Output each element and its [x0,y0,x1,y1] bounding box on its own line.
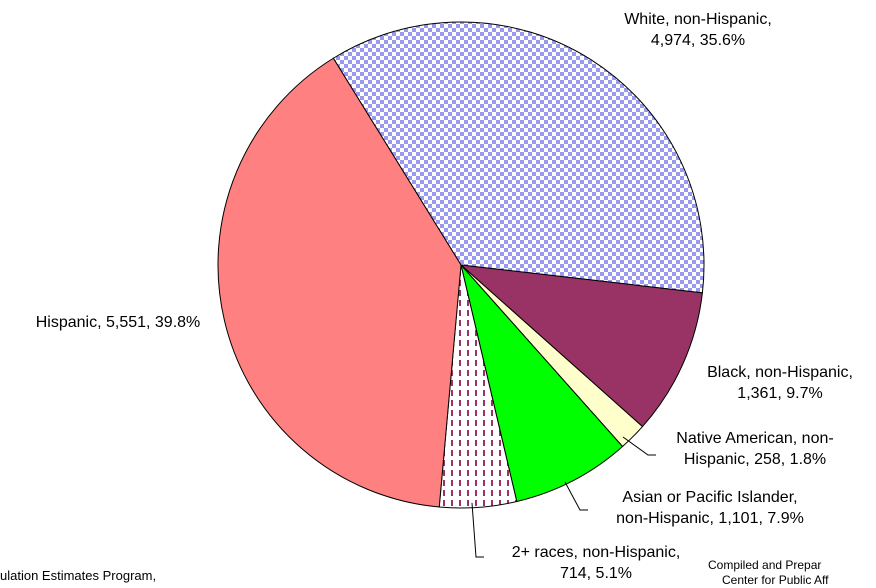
leader-line-2-races-non-hispanic [471,502,484,558]
slice-label-2-races-non-hispanic: 2+ races, non-Hispanic, [512,544,681,561]
pie-slice-asian-or-pacific-islander [460,264,624,503]
slice-labels: White, non-Hispanic, 4,974, 35.6% Black, n… [36,11,853,582]
slice-label-white-non-hispanic-value: 4,974, 35.6% [651,32,745,49]
pie-slices [217,21,705,509]
footnote-compiled: Compiled and Prepar [708,558,822,572]
slice-label-2-races-non-hispanic-value: 714, 5.1% [560,565,632,582]
slice-label-white-non-hispanic: White, non-Hispanic, [624,11,772,28]
footnote-source: ulation Estimates Program, [0,568,157,583]
footnote-center: Center for Public Aff [722,573,829,587]
slice-label-black-non-hispanic-value: 1,361, 9.7% [737,385,822,402]
leader-line-native-american-non [622,436,656,456]
slice-label-hispanic-5-551-39-8: Hispanic, 5,551, 39.8% [36,314,201,331]
slice-label-black-non-hispanic: Black, non-Hispanic, [707,364,853,381]
pie-slice-hispanic-5-551-39-8 [217,57,462,508]
slice-label-asian-or-pacific-islander: Asian or Pacific Islander, [622,489,797,506]
slice-label-asian-or-pacific-islander-value: non-Hispanic, 1,101, 7.9% [616,510,804,527]
slice-label-native-american-non: Native American, non- [676,430,833,447]
slice-label-native-american-non-value: Hispanic, 258, 1.8% [684,451,826,468]
leader-lines [471,436,656,558]
pie-slice-black-non-hispanic [459,264,703,428]
pie-slice-white-non-hispanic [332,21,705,294]
leader-line-asian-or-pacific-islander [564,481,588,511]
